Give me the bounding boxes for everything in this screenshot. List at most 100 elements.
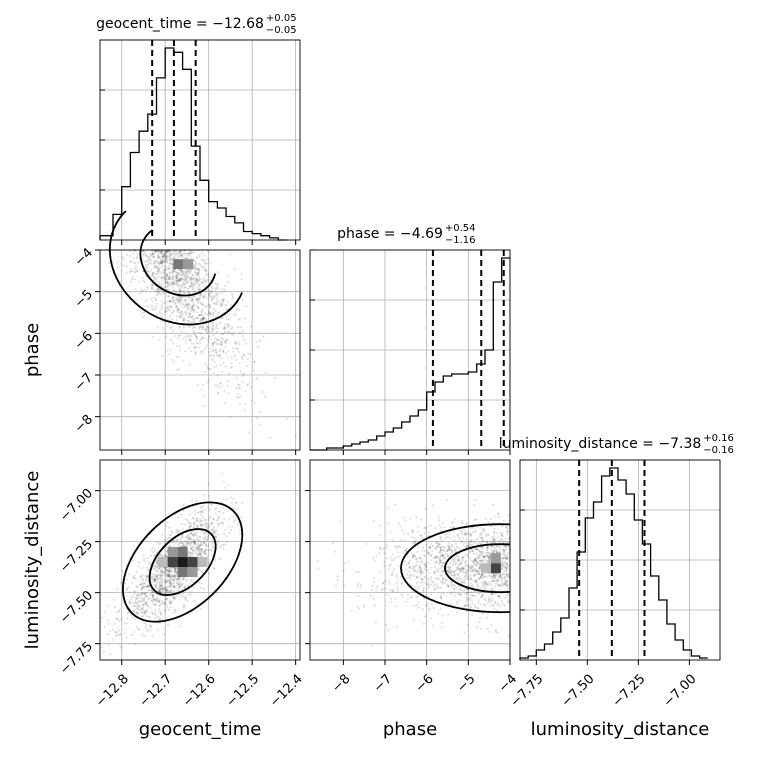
sample-point (141, 566, 144, 570)
sample-point (180, 303, 183, 306)
sample-point (172, 281, 175, 284)
sample-point (474, 542, 477, 545)
sample-point (162, 302, 165, 305)
sample-point (186, 578, 189, 581)
sample-point (469, 574, 472, 577)
density-cell (183, 259, 194, 270)
sample-point (224, 352, 227, 355)
sample-point (169, 567, 172, 570)
sample-point (404, 549, 407, 552)
sample-point (172, 299, 175, 302)
sample-point (154, 575, 157, 578)
sample-point (414, 541, 417, 544)
sample-point (406, 593, 409, 596)
sample-point (160, 571, 163, 574)
sample-point (158, 589, 161, 592)
sample-point (177, 296, 180, 299)
sample-point (190, 256, 193, 259)
sample-point (220, 341, 223, 344)
sample-point (156, 292, 159, 296)
sample-point (160, 569, 163, 572)
sample-point (147, 598, 150, 601)
sample-point (187, 336, 190, 339)
sample-point (163, 250, 166, 253)
sample-point (202, 352, 205, 355)
sample-point (206, 344, 209, 347)
sample-point (166, 282, 170, 285)
sample-point (481, 537, 484, 540)
sample-point (177, 279, 181, 282)
sample-point (187, 269, 190, 272)
sample-point (191, 544, 194, 548)
sample-point (176, 309, 179, 312)
sample-point (232, 516, 235, 519)
sample-point (334, 584, 338, 587)
sample-point (168, 258, 171, 261)
sample-point (468, 557, 471, 560)
sample-point (151, 593, 154, 596)
sample-point (437, 571, 440, 574)
sample-point (151, 305, 154, 308)
sample-point (153, 297, 156, 300)
contour-line (148, 528, 217, 596)
sample-point (222, 481, 226, 484)
sample-point (188, 291, 191, 294)
sample-point (219, 348, 222, 351)
sample-point (187, 347, 190, 350)
sample-point (484, 517, 487, 520)
sample-point (215, 293, 218, 296)
sample-point (186, 542, 189, 546)
sample-point (188, 525, 191, 528)
sample-point (141, 633, 144, 636)
sample-point (145, 601, 148, 605)
sample-point (178, 326, 181, 329)
sample-point (213, 308, 216, 311)
sample-point (135, 257, 138, 260)
sample-point (232, 295, 235, 298)
sample-point (505, 556, 508, 559)
sample-point (507, 551, 510, 554)
sample-point (454, 548, 457, 551)
sample-point (143, 612, 146, 615)
sample-point (183, 306, 186, 309)
sample-point (154, 586, 157, 589)
sample-point (169, 250, 172, 253)
sample-point (209, 572, 212, 575)
sample-point (173, 251, 176, 254)
sample-point (161, 533, 164, 536)
sample-point (167, 569, 170, 573)
sample-point (173, 278, 176, 281)
sample-point (206, 327, 209, 330)
sample-point (440, 539, 443, 542)
sample-point (464, 553, 467, 556)
sample-point (191, 299, 194, 302)
sample-point (153, 262, 156, 265)
sample-point (126, 617, 129, 620)
sample-point (465, 591, 468, 594)
sample-point (184, 586, 187, 589)
sample-point (269, 436, 272, 439)
sample-point (115, 634, 118, 637)
title-plus: +0.05 (266, 13, 297, 24)
sample-point (188, 522, 191, 525)
sample-point (195, 504, 198, 507)
sample-point (170, 253, 173, 256)
sample-point (187, 291, 191, 294)
sample-point (174, 274, 178, 277)
sample-point (171, 277, 174, 280)
sample-point (503, 549, 506, 553)
sample-point (214, 341, 217, 344)
sample-point (463, 605, 466, 608)
sample-point (170, 318, 173, 321)
sample-point (505, 555, 508, 558)
sample-point (201, 308, 204, 311)
sample-point (149, 268, 152, 271)
sample-point (195, 316, 198, 319)
sample-point (391, 590, 394, 593)
sample-point (133, 604, 136, 607)
sample-point (121, 256, 124, 259)
sample-point (499, 538, 503, 541)
sample-point (147, 584, 150, 588)
y-axis-label-luminosity_distance: luminosity_distance (22, 471, 43, 650)
sample-point (182, 606, 185, 609)
